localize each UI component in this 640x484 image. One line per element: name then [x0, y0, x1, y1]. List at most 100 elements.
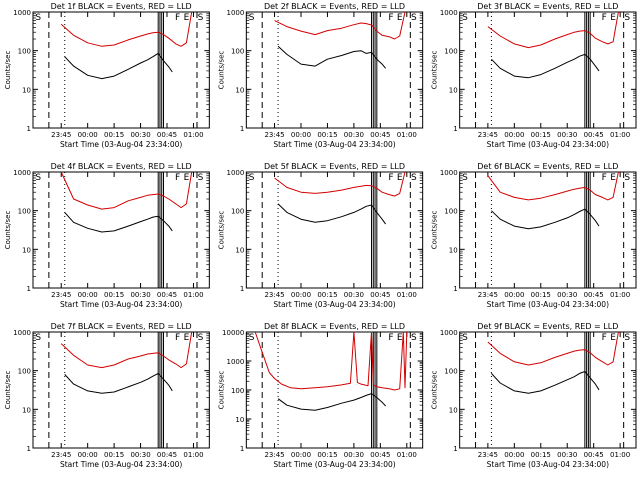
y-tick-label: 10 — [449, 406, 458, 414]
y-tick-label: 1 — [240, 125, 244, 133]
x-tick-label: 00:00 — [504, 291, 524, 299]
x-axis-label: Start Time (03-Aug-04 23:34:00) — [273, 300, 395, 309]
plot-frame — [459, 171, 637, 289]
panel-det-2: Det 2f BLACK = Events, RED = LLD 1 10 100 10… — [217, 2, 424, 149]
x-tick-label: 00:00 — [78, 131, 98, 139]
events-rate-line — [277, 393, 386, 411]
x-axis-label: Start Time (03-Aug-04 23:34:00) — [60, 300, 182, 309]
x-tick-label: 00:45 — [584, 131, 604, 139]
marker-label: S — [198, 13, 204, 23]
x-tick-label: 00:00 — [78, 451, 98, 459]
marker-label: F — [388, 13, 393, 23]
y-tick-label: 1000 — [13, 9, 31, 17]
y-tick-label: 100 — [444, 48, 457, 56]
x-tick-label: 00:30 — [344, 451, 364, 459]
x-tick-label: 00:45 — [157, 131, 177, 139]
x-tick-label: 00:30 — [557, 131, 577, 139]
x-tick-label: 23:45 — [51, 131, 71, 139]
marker-label: E — [397, 173, 403, 183]
lld-rate-line — [274, 171, 406, 197]
x-tick-label: 23:45 — [478, 131, 498, 139]
marker-label: E — [397, 333, 403, 343]
marker-label: F — [602, 173, 607, 183]
plot-frame — [32, 11, 210, 129]
y-tick-label: 100 — [444, 368, 457, 376]
lld-rate-line — [487, 331, 619, 366]
events-rate-line — [491, 208, 600, 230]
x-axis-label: Start Time (03-Aug-04 23:34:00) — [60, 140, 182, 149]
y-tick-label: 1 — [453, 285, 457, 293]
y-tick-label: 10 — [22, 86, 31, 94]
x-tick-label: 00:45 — [370, 131, 390, 139]
x-tick-label: 00:00 — [504, 131, 524, 139]
y-tick-label: 10 — [449, 86, 458, 94]
y-axis-label: Counts/sec — [217, 51, 225, 90]
y-tick-label: 100 — [444, 208, 457, 216]
panel-title: Det 6f BLACK = Events, RED = LLD — [477, 162, 618, 171]
panel-title: Det 2f BLACK = Events, RED = LLD — [264, 2, 405, 11]
y-tick-label: 10 — [235, 86, 244, 94]
panel-det-4: Det 4f BLACK = Events, RED = LLD 1 10 100 10… — [4, 162, 210, 309]
y-tick-label: 10 — [235, 416, 244, 424]
x-tick-label: 00:45 — [157, 291, 177, 299]
x-axis-label: Start Time (03-Aug-04 23:34:00) — [487, 460, 609, 469]
y-tick-label: 1 — [27, 125, 31, 133]
x-tick-label: 00:15 — [317, 291, 337, 299]
x-tick-label: 00:45 — [584, 291, 604, 299]
marker-label: E — [184, 333, 190, 343]
y-axis-label: Counts/sec — [431, 51, 439, 90]
y-axis-label: Counts/sec — [217, 371, 225, 410]
x-tick-label: 00:00 — [291, 131, 311, 139]
marker-label: S — [411, 13, 417, 23]
marker-label: F — [388, 333, 393, 343]
lld-rate-line — [60, 11, 193, 47]
marker-label: S — [411, 173, 417, 183]
marker-label: S — [249, 173, 255, 183]
x-tick-label: 00:15 — [531, 131, 551, 139]
marker-label: E — [610, 13, 616, 23]
events-rate-line — [277, 203, 387, 225]
x-tick-label: 00:30 — [130, 291, 150, 299]
x-tick-label: 01:00 — [610, 131, 630, 139]
y-tick-label: 100 — [18, 368, 31, 376]
x-tick-label: 01:00 — [183, 291, 203, 299]
y-tick-label: 1000 — [13, 329, 31, 337]
y-axis-label: Counts/sec — [4, 211, 12, 250]
events-rate-line — [491, 53, 600, 79]
marker-label: S — [624, 13, 630, 23]
marker-label: S — [462, 173, 468, 183]
marker-label: S — [462, 333, 468, 343]
events-rate-line — [64, 52, 173, 80]
marker-label: S — [35, 333, 41, 343]
y-axis-label: Counts/sec — [217, 211, 225, 250]
plot-frame — [459, 331, 637, 449]
events-rate-line — [491, 371, 600, 394]
marker-label: S — [249, 13, 255, 23]
x-tick-label: 23:45 — [478, 451, 498, 459]
marker-label: S — [249, 333, 255, 343]
x-tick-label: 00:30 — [344, 291, 364, 299]
lld-rate-line — [60, 331, 193, 369]
x-tick-label: 00:45 — [370, 291, 390, 299]
plot-frame — [245, 171, 424, 289]
x-tick-label: 00:15 — [317, 451, 337, 459]
y-axis-label: Counts/sec — [431, 211, 439, 250]
marker-label: E — [184, 13, 190, 23]
panel-det-1: Det 1f BLACK = Events, RED = LLD 1 10 100 10… — [4, 2, 210, 149]
y-tick-label: 100 — [18, 48, 31, 56]
lld-rate-line — [487, 171, 619, 201]
y-tick-label: 100 — [231, 387, 244, 395]
lld-rate-line — [60, 171, 193, 210]
y-tick-label: 1000 — [13, 169, 31, 177]
x-tick-label: 01:00 — [397, 291, 417, 299]
x-axis-label: Start Time (03-Aug-04 23:34:00) — [273, 140, 395, 149]
events-rate-line — [64, 212, 173, 233]
x-axis-label: Start Time (03-Aug-04 23:34:00) — [487, 300, 609, 309]
y-tick-label: 1 — [240, 445, 244, 453]
marker-label: F — [388, 173, 393, 183]
panel-title: Det 4f BLACK = Events, RED = LLD — [51, 162, 192, 171]
y-tick-label: 10 — [22, 246, 31, 254]
panel-det-8: Det 8f BLACK = Events, RED = LLD 1 10 100 10… — [217, 322, 424, 469]
x-tick-label: 23:45 — [264, 131, 284, 139]
